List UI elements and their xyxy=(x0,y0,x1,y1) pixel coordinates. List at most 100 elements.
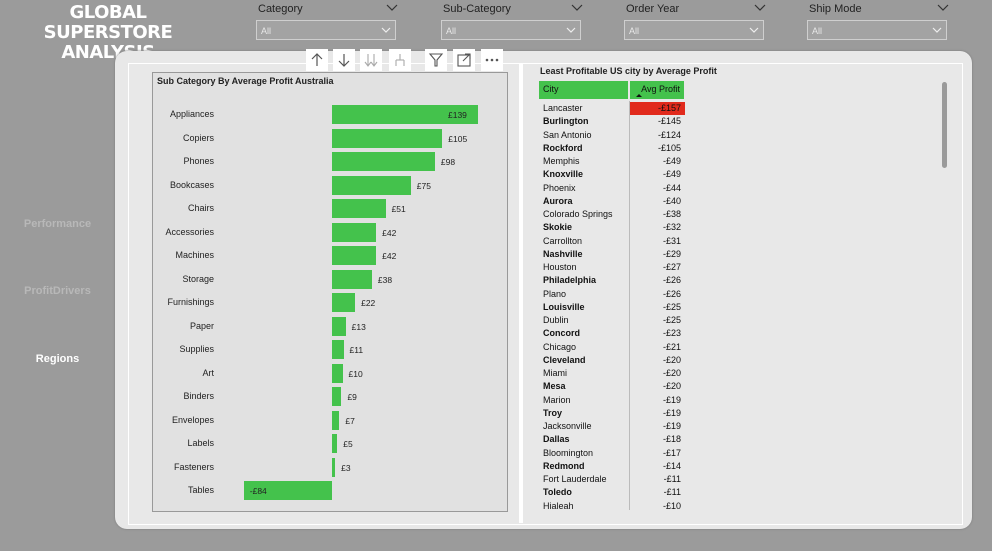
category-label: Art xyxy=(202,367,214,378)
nav-performance[interactable]: Performance xyxy=(23,218,92,230)
avg-profit-cell: -£49 xyxy=(662,156,681,166)
table-row[interactable]: Louisville -£25 xyxy=(539,301,685,314)
table-row[interactable]: Aurora -£40 xyxy=(539,195,685,208)
table-row[interactable]: Dublin -£25 xyxy=(539,314,685,327)
city-cell: Fort Lauderdale xyxy=(543,474,607,484)
city-cell: Troy xyxy=(543,407,563,418)
nav-profit-drivers[interactable]: ProfitDrivers xyxy=(24,285,91,297)
column-header-city[interactable]: City xyxy=(539,81,628,99)
category-dropdown[interactable]: All xyxy=(256,20,396,40)
table-row[interactable]: Hialeah -£10 xyxy=(539,500,685,513)
table-row[interactable]: Cleveland -£20 xyxy=(539,354,685,367)
table-row[interactable]: Carrollton -£31 xyxy=(539,235,685,248)
table-row[interactable]: Fort Lauderdale -£11 xyxy=(539,473,685,486)
column-header-avg-profit[interactable]: Avg Profit xyxy=(630,81,684,99)
table-row[interactable]: Redmond -£14 xyxy=(539,460,685,473)
expand-all-down-button[interactable] xyxy=(360,49,382,71)
more-options-button[interactable] xyxy=(481,49,503,71)
city-cell: Dallas xyxy=(543,434,570,445)
table-row[interactable]: Toledo -£11 xyxy=(539,486,685,499)
chart-title: Sub Category By Average Profit Australia xyxy=(157,76,334,86)
bar[interactable] xyxy=(332,105,478,124)
visual-container-frame xyxy=(128,63,963,525)
table-row[interactable]: San Antonio -£124 xyxy=(539,129,685,142)
bar[interactable] xyxy=(332,222,377,242)
nav-regions[interactable]: Regions xyxy=(35,353,80,365)
bar[interactable] xyxy=(332,246,377,265)
table-row[interactable]: Lancaster -£157 xyxy=(539,102,685,115)
data-label: £51 xyxy=(391,204,406,214)
bar[interactable] xyxy=(332,293,356,312)
table-row[interactable]: Houston -£27 xyxy=(539,261,685,274)
data-label: £11 xyxy=(349,345,364,355)
table-row[interactable]: Troy -£19 xyxy=(539,407,685,420)
bar[interactable] xyxy=(332,152,435,171)
bar[interactable] xyxy=(332,457,336,477)
table-row[interactable]: Chicago -£21 xyxy=(539,341,685,354)
subcategory-bar-chart[interactable]: Sub Category By Average Profit Australia… xyxy=(152,72,508,512)
filter-icon xyxy=(428,53,444,67)
table-row[interactable]: Miami -£20 xyxy=(539,367,685,380)
avg-profit-cell: -£23 xyxy=(662,328,681,339)
table-scrollbar-thumb[interactable] xyxy=(942,82,947,168)
avg-profit-cell: -£11 xyxy=(663,474,681,484)
bar[interactable] xyxy=(332,316,346,336)
category-label: Machines xyxy=(175,250,214,260)
chevron-down-icon[interactable] xyxy=(386,2,398,12)
bar[interactable] xyxy=(332,199,386,218)
chevron-down-icon[interactable] xyxy=(754,2,766,12)
data-label: £5 xyxy=(343,439,353,449)
bar[interactable] xyxy=(332,387,342,406)
table-row[interactable]: Mesa -£20 xyxy=(539,380,685,393)
bar[interactable] xyxy=(332,340,344,359)
city-cell: Dublin xyxy=(543,315,569,325)
chevron-down-icon[interactable] xyxy=(571,2,583,12)
category-label: Labels xyxy=(187,438,214,448)
table-row[interactable]: Memphis -£49 xyxy=(539,155,685,168)
avg-profit-cell: -£105 xyxy=(657,142,681,153)
bar[interactable] xyxy=(332,363,343,383)
sub-category-dropdown[interactable]: All xyxy=(441,20,581,40)
focus-mode-button[interactable] xyxy=(453,49,475,71)
avg-profit-cell: -£145 xyxy=(657,116,681,127)
table-row[interactable]: Jacksonville -£19 xyxy=(539,420,685,433)
table-row[interactable]: Marion -£19 xyxy=(539,394,685,407)
ship-mode-dropdown[interactable]: All xyxy=(807,20,947,40)
table-row[interactable]: Colorado Springs -£38 xyxy=(539,208,685,221)
table-row[interactable]: Dallas -£18 xyxy=(539,433,685,446)
table-row[interactable]: Bloomington -£17 xyxy=(539,447,685,460)
bar[interactable] xyxy=(332,410,340,430)
table-row[interactable]: Rockford -£105 xyxy=(539,142,685,155)
bar[interactable] xyxy=(243,481,332,500)
table-row[interactable]: Nashville -£29 xyxy=(539,248,685,261)
avg-profit-cell: -£25 xyxy=(662,301,681,312)
bar[interactable] xyxy=(332,434,338,453)
bar[interactable] xyxy=(332,269,372,289)
order-year-dropdown[interactable]: All xyxy=(624,20,764,40)
table-row[interactable]: Phoenix -£44 xyxy=(539,182,685,195)
table-row[interactable]: Knoxville -£49 xyxy=(539,168,685,181)
avg-profit-cell: -£19 xyxy=(662,394,681,405)
bar[interactable] xyxy=(332,128,443,148)
avg-profit-cell: -£11 xyxy=(663,487,681,498)
table-row[interactable]: Concord -£23 xyxy=(539,327,685,340)
table-row[interactable]: Skokie -£32 xyxy=(539,221,685,234)
drill-down-button[interactable] xyxy=(333,49,355,71)
bar[interactable] xyxy=(332,175,411,195)
avg-profit-cell: -£18 xyxy=(662,434,681,445)
city-cell: Nashville xyxy=(543,248,583,259)
filter-button[interactable] xyxy=(425,49,447,71)
drill-up-button[interactable] xyxy=(306,49,328,71)
avg-profit-cell: -£17 xyxy=(662,447,681,458)
city-cell: Colorado Springs xyxy=(543,209,613,219)
sort-ascending-icon xyxy=(636,94,642,97)
chevron-down-icon xyxy=(932,27,942,33)
data-label: £105 xyxy=(448,133,468,144)
expand-hierarchy-button[interactable] xyxy=(389,49,411,71)
table-row[interactable]: Philadelphia -£26 xyxy=(539,274,685,287)
table-row[interactable]: Burlington -£145 xyxy=(539,115,685,128)
chevron-down-icon[interactable] xyxy=(937,2,949,12)
city-cell: Bloomington xyxy=(543,447,594,458)
table-row[interactable]: Plano -£26 xyxy=(539,288,685,301)
table-scrollbar[interactable] xyxy=(942,82,947,508)
